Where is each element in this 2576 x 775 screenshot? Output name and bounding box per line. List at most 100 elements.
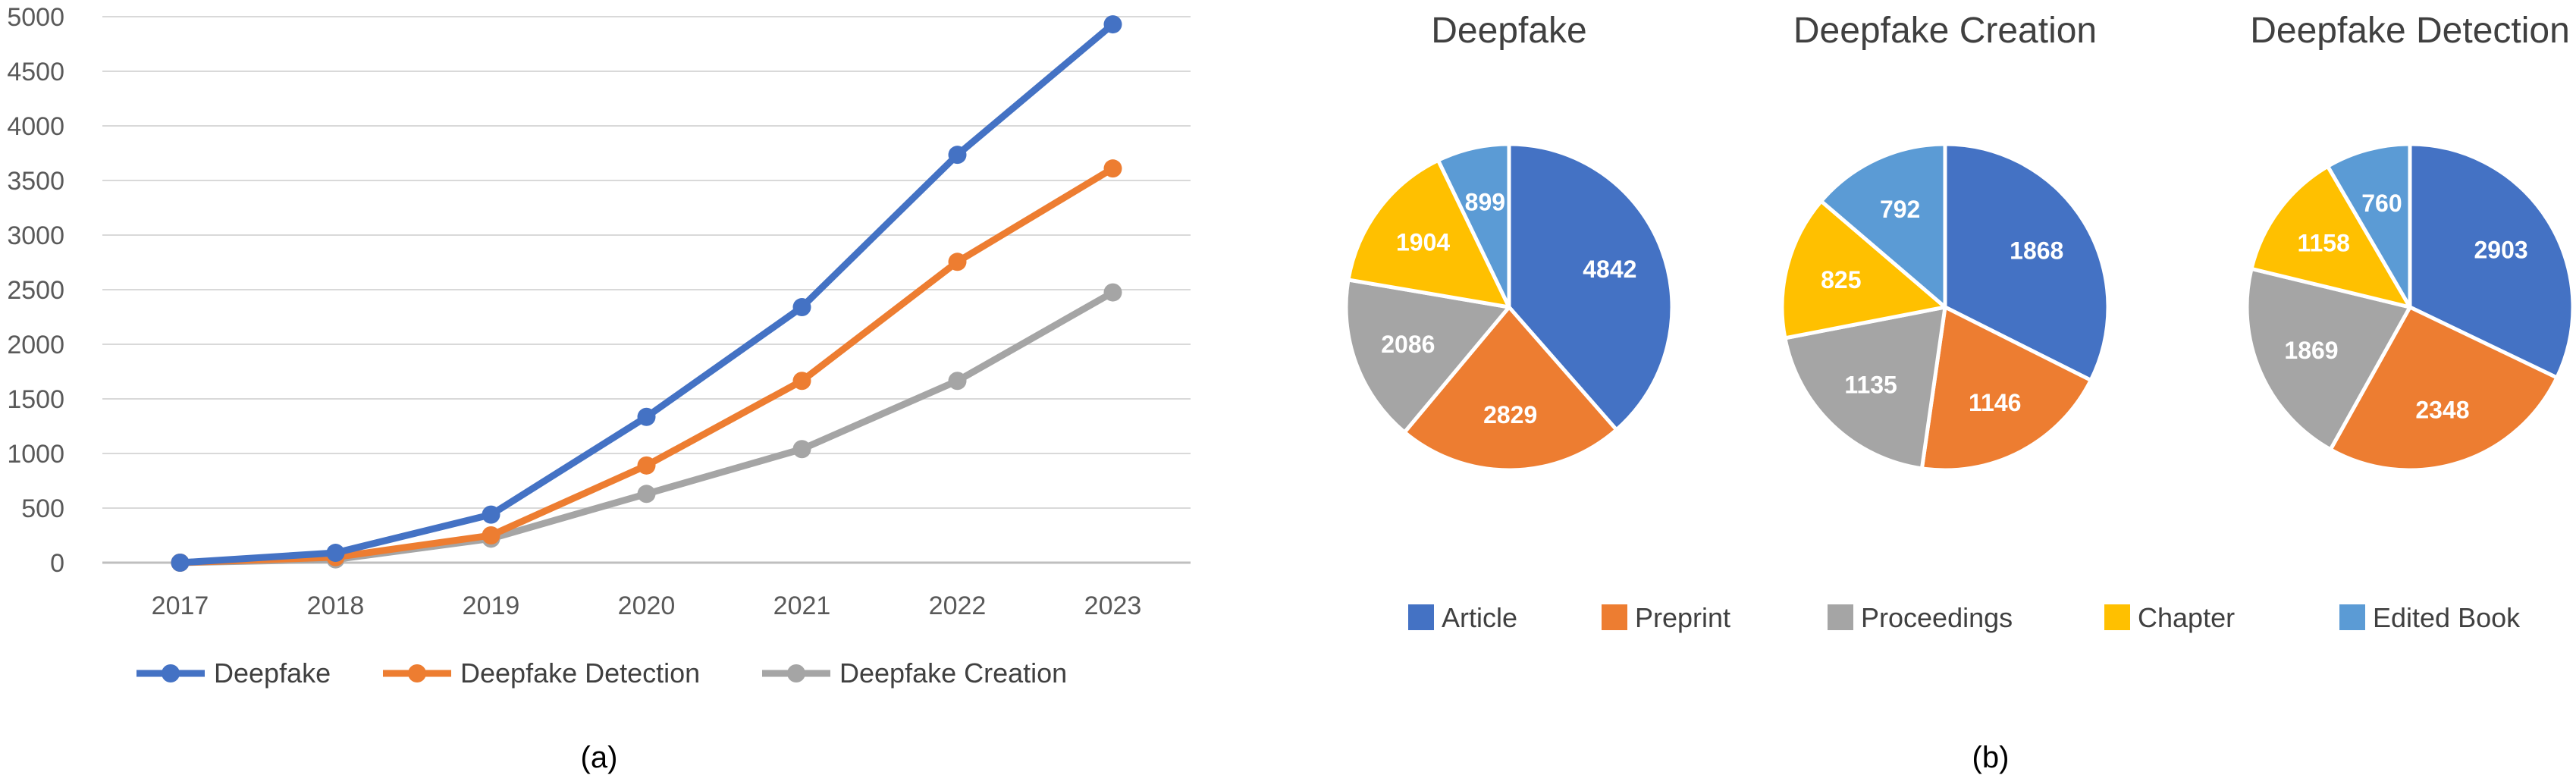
legend-label-deepfake: Deepfake bbox=[214, 657, 331, 689]
data-label-deepfake-chapter: 1904 bbox=[1396, 229, 1450, 256]
legend-swatch-proceedings bbox=[1828, 604, 1853, 630]
pie-charts-publication-types: Deepfake 4842 2829 2086 1904 899 Deepfake Crea… bbox=[1344, 11, 2575, 472]
data-label-deepfake-detection-article: 2903 bbox=[2474, 236, 2528, 263]
x-tick-label-2023: 2023 bbox=[1084, 591, 1142, 620]
legend-label-edited-book: Edited Book bbox=[2373, 602, 2521, 633]
x-tick-label-2020: 2020 bbox=[618, 591, 676, 620]
point-deepfake-detection-2023 bbox=[1103, 159, 1122, 178]
line-chart-gridlines bbox=[102, 16, 1191, 564]
y-tick-label-500: 500 bbox=[21, 494, 64, 523]
legend-marker-deepfake-creation bbox=[787, 664, 805, 682]
point-deepfake-detection-2019 bbox=[482, 526, 500, 544]
legend-swatch-edited-book bbox=[2339, 604, 2365, 630]
line-chart-legend: Deepfake Deepfake Detection Deepfake Creat… bbox=[136, 657, 1067, 689]
series-deepfake-creation bbox=[171, 283, 1122, 572]
slice-deepfake-edited-book bbox=[1436, 142, 1511, 309]
legend-label-preprint: Preprint bbox=[1635, 602, 1730, 633]
data-label-deepfake-detection-edited-book: 760 bbox=[2361, 190, 2402, 217]
y-tick-label-4500: 4500 bbox=[7, 58, 64, 86]
legend-swatch-article bbox=[1408, 604, 1434, 630]
legend-marker-deepfake-detection bbox=[408, 664, 426, 682]
y-tick-label-2500: 2500 bbox=[7, 276, 64, 305]
point-deepfake-creation-2023 bbox=[1103, 283, 1122, 302]
point-deepfake-detection-2020 bbox=[637, 456, 656, 475]
slice-deepfake-detection-chapter bbox=[2249, 164, 2412, 309]
point-deepfake-creation-2021 bbox=[792, 440, 811, 459]
pie-chart-deepfake: Deepfake 4842 2829 2086 1904 899 bbox=[1344, 11, 1674, 472]
slice-deepfake-creation-chapter bbox=[1780, 199, 1947, 340]
slice-deepfake-detection-article bbox=[2408, 142, 2575, 380]
series-deepfake bbox=[171, 15, 1122, 572]
point-deepfake-detection-2021 bbox=[792, 372, 811, 391]
line-chart-series bbox=[171, 15, 1122, 572]
data-label-deepfake-preprint: 2829 bbox=[1483, 401, 1537, 428]
data-label-deepfake-detection-preprint: 2348 bbox=[2415, 396, 2469, 423]
data-label-deepfake-creation-proceedings: 1135 bbox=[1844, 372, 1897, 399]
legend-item-deepfake: Deepfake bbox=[136, 657, 331, 689]
pie-chart-legend: Article Preprint Proceedings Chapter Edited … bbox=[1408, 602, 2521, 633]
legend-swatch-chapter bbox=[2104, 604, 2130, 630]
y-tick-label-3500: 3500 bbox=[7, 167, 64, 196]
point-deepfake-2018 bbox=[326, 544, 345, 563]
series-line-deepfake-detection bbox=[177, 165, 1116, 566]
data-label-deepfake-creation-preprint: 1146 bbox=[1969, 389, 2021, 416]
point-deepfake-2021 bbox=[792, 298, 811, 317]
point-deepfake-2019 bbox=[482, 505, 500, 524]
line-chart-y-axis: 0 500 1000 1500 2000 2500 3000 3500 4000 4500 5000 bbox=[7, 3, 64, 578]
slice-deepfake-creation-preprint bbox=[1919, 305, 2093, 472]
x-tick-label-2017: 2017 bbox=[152, 591, 209, 620]
x-tick-label-2022: 2022 bbox=[929, 591, 987, 620]
point-deepfake-2020 bbox=[637, 407, 656, 426]
point-deepfake-2017 bbox=[171, 554, 190, 572]
data-label-deepfake-detection-proceedings: 1869 bbox=[2284, 337, 2338, 364]
legend-item-edited-book: Edited Book bbox=[2339, 602, 2521, 633]
legend-item-proceedings: Proceedings bbox=[1828, 602, 2013, 633]
data-label-deepfake-article: 4842 bbox=[1583, 256, 1636, 283]
x-tick-label-2019: 2019 bbox=[463, 591, 520, 620]
legend-label-proceedings: Proceedings bbox=[1861, 602, 2013, 633]
legend-label-deepfake-creation: Deepfake Creation bbox=[839, 657, 1067, 689]
pie-title-deepfake-detection: Deepfake Detection bbox=[2250, 11, 2570, 51]
slice-deepfake-article bbox=[1507, 142, 1674, 432]
slice-deepfake-creation-edited-book bbox=[1819, 142, 1947, 309]
caption-b: (b) bbox=[1972, 741, 2010, 774]
legend-item-chapter: Chapter bbox=[2104, 602, 2235, 633]
data-label-deepfake-edited-book: 899 bbox=[1465, 189, 1505, 216]
line-chart-deepfake-publications: 0 500 1000 1500 2000 2500 3000 3500 4000 4500 5000… bbox=[7, 3, 1191, 689]
pie-title-deepfake: Deepfake bbox=[1431, 11, 1586, 51]
pie-chart-deepfake-creation: Deepfake Creation 1868 1146 1135 825 792 bbox=[1780, 11, 2110, 472]
y-tick-label-2000: 2000 bbox=[7, 331, 64, 359]
pie-chart-deepfake-detection: Deepfake Detection 2903 2348 1869 1158 760 bbox=[2245, 11, 2575, 472]
data-label-deepfake-creation-chapter: 825 bbox=[1821, 266, 1861, 293]
pie-title-deepfake-creation: Deepfake Creation bbox=[1793, 11, 2097, 51]
x-tick-label-2021: 2021 bbox=[773, 591, 831, 620]
slice-deepfake-chapter bbox=[1346, 158, 1511, 309]
point-deepfake-detection-2022 bbox=[948, 253, 967, 271]
legend-item-deepfake-detection: Deepfake Detection bbox=[383, 657, 700, 689]
slice-deepfake-detection-edited-book bbox=[2326, 142, 2412, 309]
data-label-deepfake-creation-article: 1868 bbox=[2010, 237, 2063, 264]
x-tick-label-2018: 2018 bbox=[307, 591, 365, 620]
y-tick-label-4000: 4000 bbox=[7, 112, 64, 141]
legend-item-preprint: Preprint bbox=[1602, 602, 1730, 633]
point-deepfake-creation-2022 bbox=[948, 372, 967, 391]
caption-a: (a) bbox=[581, 741, 618, 774]
slice-deepfake-detection-preprint bbox=[2328, 305, 2559, 472]
point-deepfake-2022 bbox=[948, 146, 967, 165]
slice-deepfake-preprint bbox=[1402, 305, 1619, 472]
slice-deepfake-creation-proceedings bbox=[1783, 305, 1947, 471]
legend-label-deepfake-detection: Deepfake Detection bbox=[460, 657, 700, 689]
legend-label-chapter: Chapter bbox=[2138, 602, 2235, 633]
legend-label-article: Article bbox=[1442, 602, 1517, 633]
series-line-deepfake bbox=[177, 20, 1116, 566]
line-chart-x-axis: 2017 2018 2019 2020 2021 2022 2023 bbox=[152, 591, 1142, 620]
legend-item-deepfake-creation: Deepfake Creation bbox=[762, 657, 1067, 689]
data-label-deepfake-proceedings: 2086 bbox=[1381, 331, 1435, 358]
point-deepfake-2023 bbox=[1103, 15, 1122, 34]
data-label-deepfake-detection-chapter: 1158 bbox=[2297, 229, 2349, 256]
slice-deepfake-proceedings bbox=[1344, 278, 1511, 435]
legend-item-article: Article bbox=[1408, 602, 1517, 633]
y-tick-label-5000: 5000 bbox=[7, 3, 64, 32]
slice-deepfake-detection-proceedings bbox=[2245, 266, 2412, 452]
